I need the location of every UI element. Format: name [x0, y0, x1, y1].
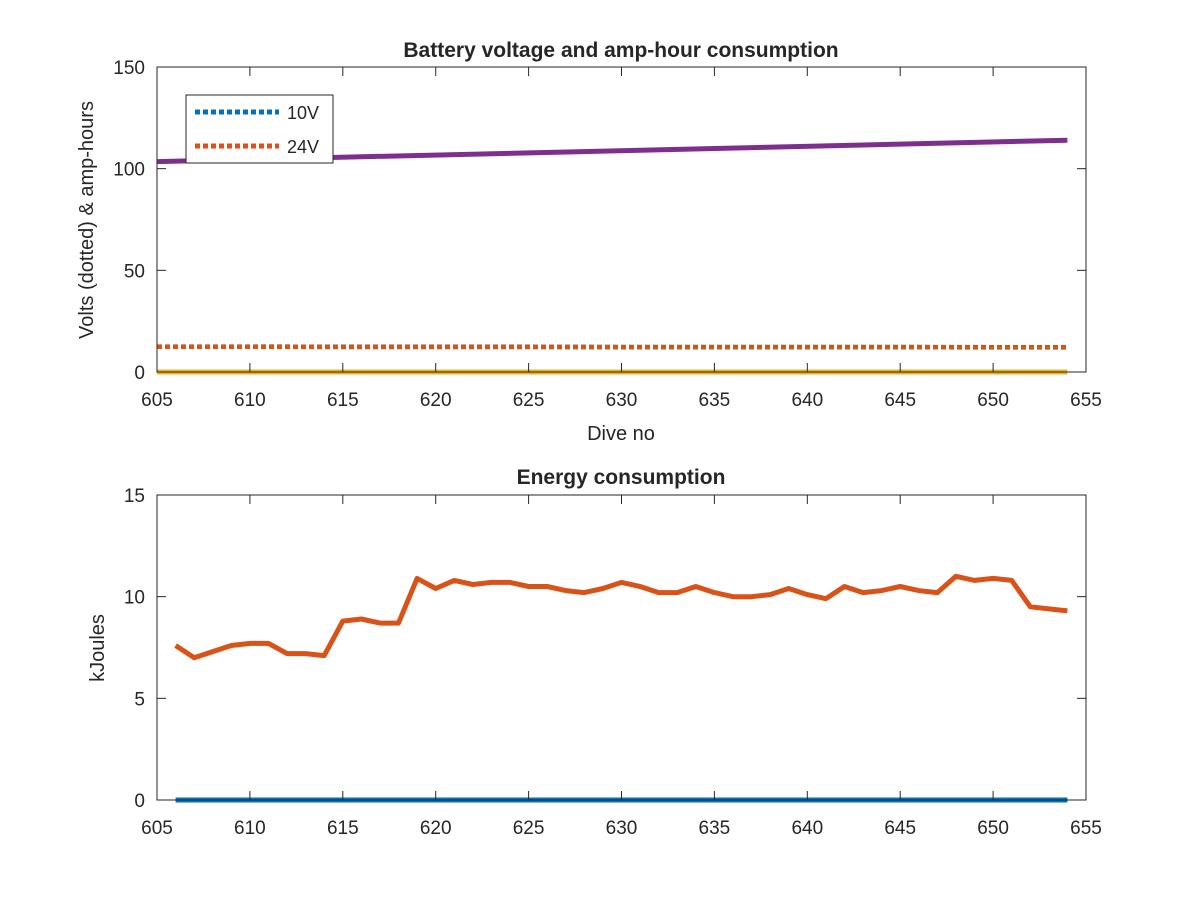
voltage-xtick-label: 645: [884, 390, 916, 411]
voltage-series-24v-line: [157, 344, 1068, 350]
voltage-subplot-ylabel: Volts (dotted) & amp-hours: [76, 101, 98, 339]
voltage-xtick-label: 615: [327, 390, 359, 411]
energy-ytick-label: 0: [134, 791, 145, 812]
voltage-subplot-title: Battery voltage and amp-hour consumption: [403, 39, 838, 62]
voltage-xtick-label: 625: [513, 390, 545, 411]
energy-xtick-label: 605: [141, 818, 173, 839]
voltage-subplot: Battery voltage and amp-hour consumption…: [76, 39, 1102, 445]
voltage-ytick-label: 0: [134, 363, 145, 384]
energy-xtick-label: 655: [1070, 818, 1102, 839]
energy-xtick-label: 610: [234, 818, 266, 839]
voltage-xtick-label: 635: [699, 390, 731, 411]
voltage-xtick-label: 630: [606, 390, 638, 411]
voltage-xtick-label: 655: [1070, 390, 1102, 411]
energy-xtick-label: 630: [606, 818, 638, 839]
energy-ytick-label: 10: [124, 588, 145, 609]
legend: 10V 24V: [185, 94, 334, 164]
energy-ytick-label: 15: [124, 486, 145, 507]
energy-xtick-label: 650: [977, 818, 1009, 839]
legend-box: [185, 94, 334, 164]
voltage-xtick-label: 610: [234, 390, 266, 411]
voltage-subplot-xlabel: Dive no: [587, 423, 655, 445]
energy-xtick-label: 620: [420, 818, 452, 839]
energy-subplot: Energy consumption kJoules 605 610 615 620 6…: [87, 466, 1102, 839]
energy-tick-layer: 605 610 615 620 625 630 635 640 645 650 655 0 5 10 15: [124, 486, 1102, 839]
energy-xtick-label: 615: [327, 818, 359, 839]
voltage-ytick-label: 150: [113, 58, 145, 79]
energy-xtick-label: 640: [791, 818, 823, 839]
voltage-xtick-label: 650: [977, 390, 1009, 411]
energy-xtick-label: 635: [699, 818, 731, 839]
voltage-ytick-label: 100: [113, 160, 145, 181]
energy-xtick-label: 625: [513, 818, 545, 839]
energy-subplot-title: Energy consumption: [517, 466, 726, 489]
voltage-xtick-label: 605: [141, 390, 173, 411]
energy-series-1-line: [174, 573, 1068, 661]
energy-ytick-label: 5: [134, 689, 145, 710]
voltage-ytick-label: 50: [124, 261, 145, 282]
energy-subplot-ylabel: kJoules: [87, 614, 109, 682]
voltage-tick-layer: 605 610 615 620 625 630 635 640 645 650 655 0 50 100 1…: [113, 58, 1102, 411]
voltage-xtick-label: 620: [420, 390, 452, 411]
voltage-axes-box: [156, 66, 1087, 373]
energy-xtick-label: 645: [884, 818, 916, 839]
legend-label-10v: 10V: [287, 103, 319, 123]
legend-label-24v: 24V: [287, 137, 319, 157]
voltage-xtick-label: 640: [791, 390, 823, 411]
energy-axes-box: [156, 494, 1087, 801]
